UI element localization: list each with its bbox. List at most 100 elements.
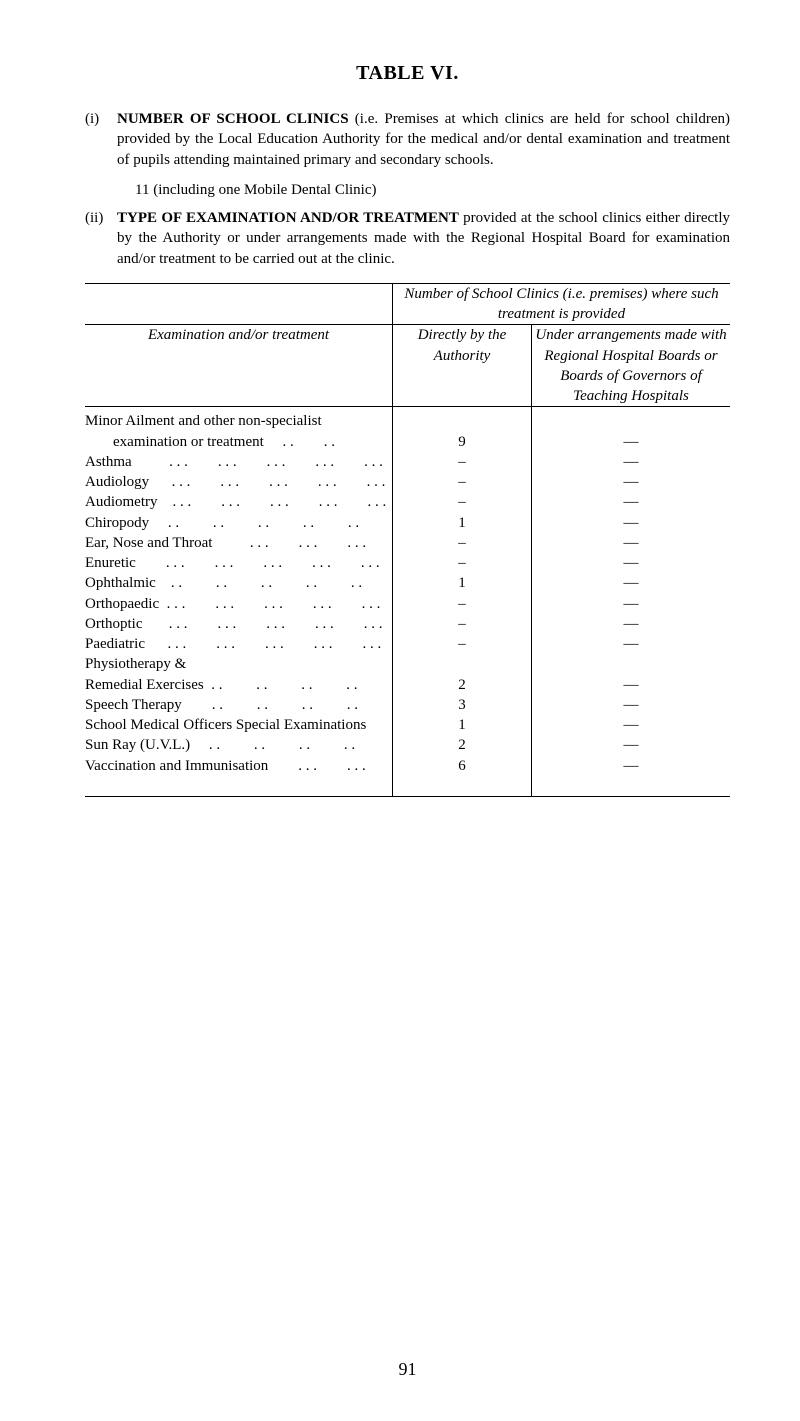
row-dots: . . . .	[264, 432, 388, 452]
row-dots: . . . . . . . .	[204, 675, 388, 695]
clinic-table: Number of School Clinics (i.e. premises)…	[85, 284, 730, 796]
table-row: Sun Ray (U.V.L.) . . . . . . . .2—	[85, 735, 730, 755]
row-dots	[186, 654, 388, 674]
table-title: TABLE VI.	[85, 60, 730, 87]
row-label-cell: Physiotherapy &	[85, 654, 393, 674]
row-label: Chiropody	[85, 513, 149, 533]
row-label-cell: School Medical Officers Special Examinat…	[85, 715, 393, 735]
row-label-cell: Ophthalmic . . . . . . . . . .	[85, 573, 393, 593]
row-label-cell: Orthopaedic . . . . . . . . . . . . . . …	[85, 594, 393, 614]
row-label: Paediatric	[85, 634, 145, 654]
row-label: Sun Ray (U.V.L.)	[85, 735, 190, 755]
row-dots: . . . . . . . . . . . . . . .	[158, 492, 389, 512]
rule-bottom	[85, 796, 730, 797]
row-label-cell: Minor Ailment and other non-specialist	[85, 411, 393, 431]
row-label-cell: examination or treatment . . . .	[85, 432, 393, 452]
table-row: Physiotherapy &	[85, 654, 730, 674]
intro-paragraph: (i)NUMBER OF SCHOOL CLINICS (i.e. Premis…	[85, 109, 730, 170]
row-directly: –	[393, 634, 532, 654]
row-dots: . . . . . . . .	[190, 735, 388, 755]
row-dots: . . . . . . . . . . . . . . .	[149, 472, 388, 492]
row-dots: . . . . . . . . . . . . . . .	[143, 614, 389, 634]
row-arrangements: —	[532, 715, 731, 735]
row-label-cell: Vaccination and Immunisation . . . . . .	[85, 756, 393, 776]
span-header-row: Number of School Clinics (i.e. premises)…	[85, 284, 730, 325]
table-body: Minor Ailment and other non-specialistex…	[85, 411, 730, 776]
row-directly: –	[393, 452, 532, 472]
intro-paragraphs: (i)NUMBER OF SCHOOL CLINICS (i.e. Premis…	[85, 109, 730, 269]
row-directly: –	[393, 553, 532, 573]
para-lead: NUMBER OF SCHOOL CLINICS	[117, 111, 349, 127]
row-label-cell: Asthma . . . . . . . . . . . . . . .	[85, 452, 393, 472]
table-wrap: Number of School Clinics (i.e. premises)…	[85, 283, 730, 797]
table-row: Speech Therapy . . . . . . . .3—	[85, 695, 730, 715]
row-directly: 1	[393, 715, 532, 735]
row-arrangements: —	[532, 756, 731, 776]
row-label: Audiometry	[85, 492, 158, 512]
table-row: Minor Ailment and other non-specialist	[85, 411, 730, 431]
row-dots: . . . . . . . . . .	[156, 573, 388, 593]
row-label: Remedial Exercises	[85, 675, 204, 695]
row-directly: 2	[393, 735, 532, 755]
row-directly: –	[393, 533, 532, 553]
row-directly: 1	[393, 513, 532, 533]
table-row: examination or treatment . . . .9—	[85, 432, 730, 452]
row-dots: . . . . . . . . . .	[149, 513, 388, 533]
table-row: Paediatric . . . . . . . . . . . . . . .…	[85, 634, 730, 654]
intro-paragraph: (ii)TYPE OF EXAMINATION AND/OR TREATMENT…	[85, 208, 730, 269]
row-label: Ophthalmic	[85, 573, 156, 593]
row-label-cell: Speech Therapy . . . . . . . .	[85, 695, 393, 715]
row-arrangements: —	[532, 432, 731, 452]
row-dots: . . . . . . . .	[182, 695, 388, 715]
row-arrangements: —	[532, 533, 731, 553]
row-directly: –	[393, 472, 532, 492]
table-row: Remedial Exercises . . . . . . . .2—	[85, 675, 730, 695]
row-label: Asthma	[85, 452, 132, 472]
table-row: Asthma . . . . . . . . . . . . . . .–—	[85, 452, 730, 472]
row-label: Orthoptic	[85, 614, 143, 634]
row-arrangements: —	[532, 675, 731, 695]
row-arrangements: —	[532, 472, 731, 492]
table-row: Ophthalmic . . . . . . . . . .1—	[85, 573, 730, 593]
page-number: 91	[85, 1357, 730, 1381]
row-label: examination or treatment	[85, 432, 264, 452]
row-label: Speech Therapy	[85, 695, 182, 715]
row-dots: . . . . . . . . .	[212, 533, 388, 553]
row-directly: –	[393, 492, 532, 512]
row-dots: . . . . . . . . . . . . . . .	[132, 452, 388, 472]
col-header-left: Examination and/or treatment	[85, 325, 393, 407]
row-label: Audiology	[85, 472, 149, 492]
row-label-cell: Ear, Nose and Throat . . . . . . . . .	[85, 533, 393, 553]
para-marker: (ii)	[85, 208, 117, 269]
table-row: Orthoptic . . . . . . . . . . . . . . .–…	[85, 614, 730, 634]
row-arrangements: —	[532, 553, 731, 573]
row-arrangements: —	[532, 614, 731, 634]
row-label: Minor Ailment and other non-specialist	[85, 411, 322, 431]
table-row: Ear, Nose and Throat . . . . . . . . .–—	[85, 533, 730, 553]
para-body: TYPE OF EXAMINATION AND/OR TREATMENT pro…	[117, 208, 730, 269]
col-header-right: Under arrangements made with Regional Ho…	[532, 325, 731, 407]
table-row: Chiropody . . . . . . . . . .1—	[85, 513, 730, 533]
row-label: Ear, Nose and Throat	[85, 533, 212, 553]
row-dots: . . . . . . . . . . . . . . .	[145, 634, 388, 654]
row-directly: 3	[393, 695, 532, 715]
row-directly	[393, 654, 532, 674]
row-label: Physiotherapy &	[85, 654, 186, 674]
row-directly	[393, 411, 532, 431]
para-marker: (i)	[85, 109, 117, 170]
row-directly: –	[393, 614, 532, 634]
table-row: School Medical Officers Special Examinat…	[85, 715, 730, 735]
span-header: Number of School Clinics (i.e. premises)…	[393, 284, 731, 325]
row-label-cell: Chiropody . . . . . . . . . .	[85, 513, 393, 533]
row-label-cell: Remedial Exercises . . . . . . . .	[85, 675, 393, 695]
row-directly: 6	[393, 756, 532, 776]
row-dots	[322, 411, 388, 431]
row-label: School Medical Officers Special Examinat…	[85, 715, 366, 735]
row-dots	[366, 715, 388, 735]
row-arrangements	[532, 411, 731, 431]
row-arrangements: —	[532, 634, 731, 654]
row-arrangements: —	[532, 735, 731, 755]
row-arrangements: —	[532, 695, 731, 715]
row-label: Vaccination and Immunisation	[85, 756, 268, 776]
row-arrangements	[532, 654, 731, 674]
